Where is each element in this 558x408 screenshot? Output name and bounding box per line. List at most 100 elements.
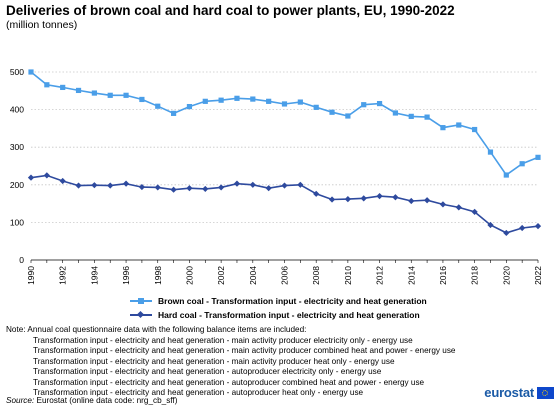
x-tick-label: 2016 [438, 266, 448, 285]
data-point [281, 182, 288, 189]
data-point [202, 185, 209, 193]
data-point [345, 113, 351, 119]
data-point [266, 98, 272, 104]
note-item: Transformation input - electricity and h… [33, 388, 364, 397]
data-point [534, 223, 542, 230]
data-point [487, 149, 494, 155]
data-point [186, 185, 193, 192]
data-point [107, 92, 113, 98]
data-point [155, 103, 161, 109]
data-point [439, 201, 447, 208]
series [27, 69, 542, 237]
x-tick-label: 1996 [121, 266, 131, 285]
y-tick-label: 400 [10, 105, 24, 115]
y-tick-label: 300 [10, 142, 24, 152]
data-point [329, 109, 335, 115]
y-tick-label: 500 [10, 67, 24, 77]
x-tick-label: 2020 [501, 266, 511, 285]
legend-swatch-brown-coal [130, 296, 152, 306]
x-tick-label: 2002 [216, 266, 226, 285]
source-text: Eurostat (online data code: nrg_cb_sff) [34, 396, 178, 405]
x-tick-label: 2014 [406, 266, 416, 285]
data-point [376, 192, 383, 200]
data-point [233, 180, 241, 187]
line-chart: 0 100 200 300 400 500 1990 1992 1994 1996 1998 2000… [10, 67, 543, 285]
data-point [75, 87, 82, 94]
x-tick-label: 2018 [470, 266, 480, 285]
data-point [249, 181, 256, 188]
source-note: Source: Eurostat (online data code: nrg_… [6, 396, 177, 405]
data-point [392, 194, 399, 201]
data-point [139, 96, 145, 103]
note-item: Transformation input - electricity and h… [33, 356, 395, 366]
eurostat-logo-text: eurostat [484, 385, 534, 400]
data-point [361, 102, 367, 108]
data-point [186, 103, 193, 110]
axes: 0 100 200 300 400 500 1990 1992 1994 1996 1998 2000… [10, 67, 543, 285]
legend: Brown coal - Transformation input - elec… [130, 294, 427, 322]
data-point [297, 99, 303, 105]
data-point [313, 190, 320, 197]
x-tick-label: 2022 [533, 266, 543, 285]
data-point [59, 177, 66, 185]
data-point [28, 69, 34, 75]
data-point [27, 174, 35, 181]
note-item: Transformation input - electricity and h… [33, 367, 382, 376]
data-point [456, 122, 462, 128]
data-point [123, 92, 129, 98]
eu-flag-icon [537, 386, 554, 399]
data-point [313, 104, 319, 110]
x-tick-label: 2012 [375, 266, 385, 285]
y-tick-label: 0 [19, 255, 24, 265]
legend-label-brown-coal: Brown coal - Transformation input - elec… [158, 296, 427, 306]
data-point [472, 126, 478, 133]
data-point [138, 183, 146, 191]
data-point [107, 182, 114, 189]
chart-title: Deliveries of brown coal and hard coal t… [6, 3, 455, 18]
y-tick-label: 100 [10, 217, 24, 227]
x-tick-label: 2006 [280, 266, 290, 285]
note-item: Transformation input - electricity and h… [33, 335, 413, 345]
x-tick-label: 1994 [89, 266, 99, 285]
data-point [75, 182, 82, 189]
eurostat-logo: eurostat [484, 385, 554, 400]
data-point [392, 110, 399, 116]
data-point [440, 125, 446, 131]
data-point [297, 181, 304, 188]
data-point [218, 97, 224, 103]
data-point [170, 110, 177, 116]
data-point [60, 84, 66, 91]
legend-item-hard-coal[interactable]: Hard coal - Transformation input - elect… [130, 308, 427, 322]
data-point [408, 197, 415, 205]
data-point [250, 96, 256, 102]
data-point [424, 114, 430, 120]
data-point [535, 154, 541, 160]
data-point [376, 100, 383, 107]
data-point [218, 184, 225, 191]
data-point [360, 195, 367, 202]
x-tick-label: 1990 [26, 266, 36, 285]
data-point [344, 195, 351, 203]
data-point [408, 113, 414, 119]
data-point [519, 224, 526, 232]
data-point [91, 182, 98, 189]
x-tick-label: 2010 [343, 266, 353, 285]
y-tick-label: 200 [10, 180, 24, 190]
data-point [423, 197, 431, 204]
source-label: Source: [6, 396, 35, 405]
legend-swatch-hard-coal [130, 310, 152, 320]
data-point [91, 90, 97, 96]
data-point [202, 98, 208, 104]
note-item: Transformation input - electricity and h… [33, 346, 456, 355]
legend-item-brown-coal[interactable]: Brown coal - Transformation input - elec… [130, 294, 427, 308]
data-point [122, 180, 130, 187]
x-tick-label: 1992 [58, 266, 68, 285]
x-tick-label: 2000 [184, 266, 194, 285]
series-line-brown-coal [30, 71, 539, 177]
x-tick-label: 2008 [311, 266, 321, 285]
data-point [265, 185, 272, 192]
legend-label-hard-coal: Hard coal - Transformation input - elect… [158, 310, 420, 320]
x-tick-label: 2004 [248, 266, 258, 285]
data-point [328, 196, 336, 203]
x-tick-label: 1998 [153, 266, 163, 285]
